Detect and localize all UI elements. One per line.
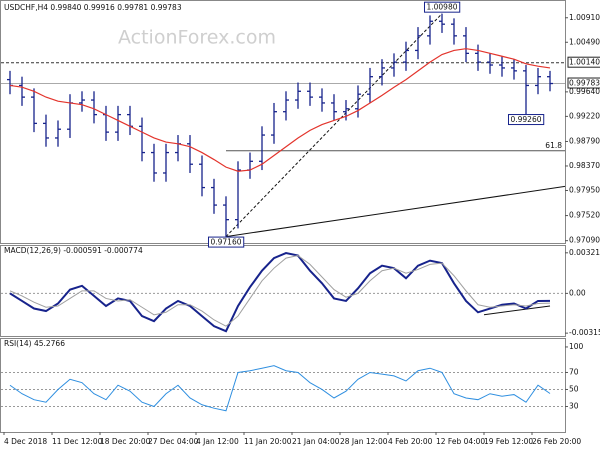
annotation-box [207, 236, 245, 248]
y-tick-label: 0.97090 [569, 236, 600, 245]
annotation-box [423, 1, 461, 13]
annotation-label: 0.99260 [510, 115, 541, 124]
annotation-label: 1.00980 [426, 3, 457, 12]
x-tick-label: 21 Jan 04:00 [292, 437, 340, 446]
fib-label: 61.8 [545, 141, 562, 150]
moving-average [9, 48, 551, 172]
y-tick-label: -0.003153 [569, 328, 600, 337]
y-tick-label: 0.99640 [569, 87, 600, 96]
x-tick-label: 11 Dec 12:00 [52, 437, 103, 446]
y-tick-label: 0.00 [569, 288, 586, 297]
y-tick-label: 0.98790 [569, 136, 600, 145]
level-label: 1.00140 [569, 58, 600, 67]
y-tick-label: 0.98370 [569, 161, 600, 170]
x-tick-label: 11 Jan 20:00 [244, 437, 292, 446]
series-line [9, 365, 551, 412]
y-tick-label: 0.97520 [569, 211, 600, 220]
price-box [567, 56, 600, 68]
x-tick-label: 28 Jan 12:00 [340, 437, 388, 446]
annotation-label: 0.97160 [210, 238, 241, 247]
macd-title: MACD(12,26,9) -0.000591 -0.000774 [4, 246, 143, 255]
x-tick-label: 27 Dec 04:00 [148, 437, 199, 446]
y-tick-label: 50 [569, 384, 579, 393]
x-tick-label: 18 Dec 20:00 [100, 437, 151, 446]
y-tick-label: 30 [569, 401, 579, 410]
chart-title: USDCHF,H4 0.99840 0.99916 0.99781 0.9978… [4, 3, 182, 12]
rsi-panel [0, 338, 566, 433]
x-tick-label: 19 Feb 12:00 [484, 437, 533, 446]
rsi-title: RSI(14) 45.2766 [4, 339, 65, 348]
trend-line [225, 13, 443, 237]
watermark: ActionForex.com [118, 27, 276, 49]
x-tick-label: 4 Jan 12:00 [196, 437, 239, 446]
y-tick-label: 0.003219 [569, 248, 600, 257]
y-tick-label: 1.00490 [569, 37, 600, 46]
annotation-box [507, 114, 545, 126]
last-price-label: 0.99783 [569, 79, 600, 88]
series-line [9, 255, 551, 327]
x-tick-label: 4 Dec 2018 [4, 437, 47, 446]
y-tick-label: 0.97950 [569, 185, 600, 194]
price-panel [0, 0, 566, 244]
y-tick-label: 1.00910 [569, 13, 600, 22]
x-tick-label: 26 Feb 20:00 [532, 437, 581, 446]
y-tick-label: 0.99220 [569, 111, 600, 120]
macd-panel [0, 245, 566, 337]
y-tick-label: 100 [569, 342, 584, 351]
x-tick-label: 12 Feb 04:00 [436, 437, 485, 446]
series-line [9, 252, 551, 333]
x-tick-label: 4 Feb 20:00 [388, 437, 433, 446]
price-box [567, 77, 600, 89]
trend-line [483, 305, 551, 316]
trend-line [225, 185, 566, 238]
y-tick-label: 70 [569, 367, 579, 376]
